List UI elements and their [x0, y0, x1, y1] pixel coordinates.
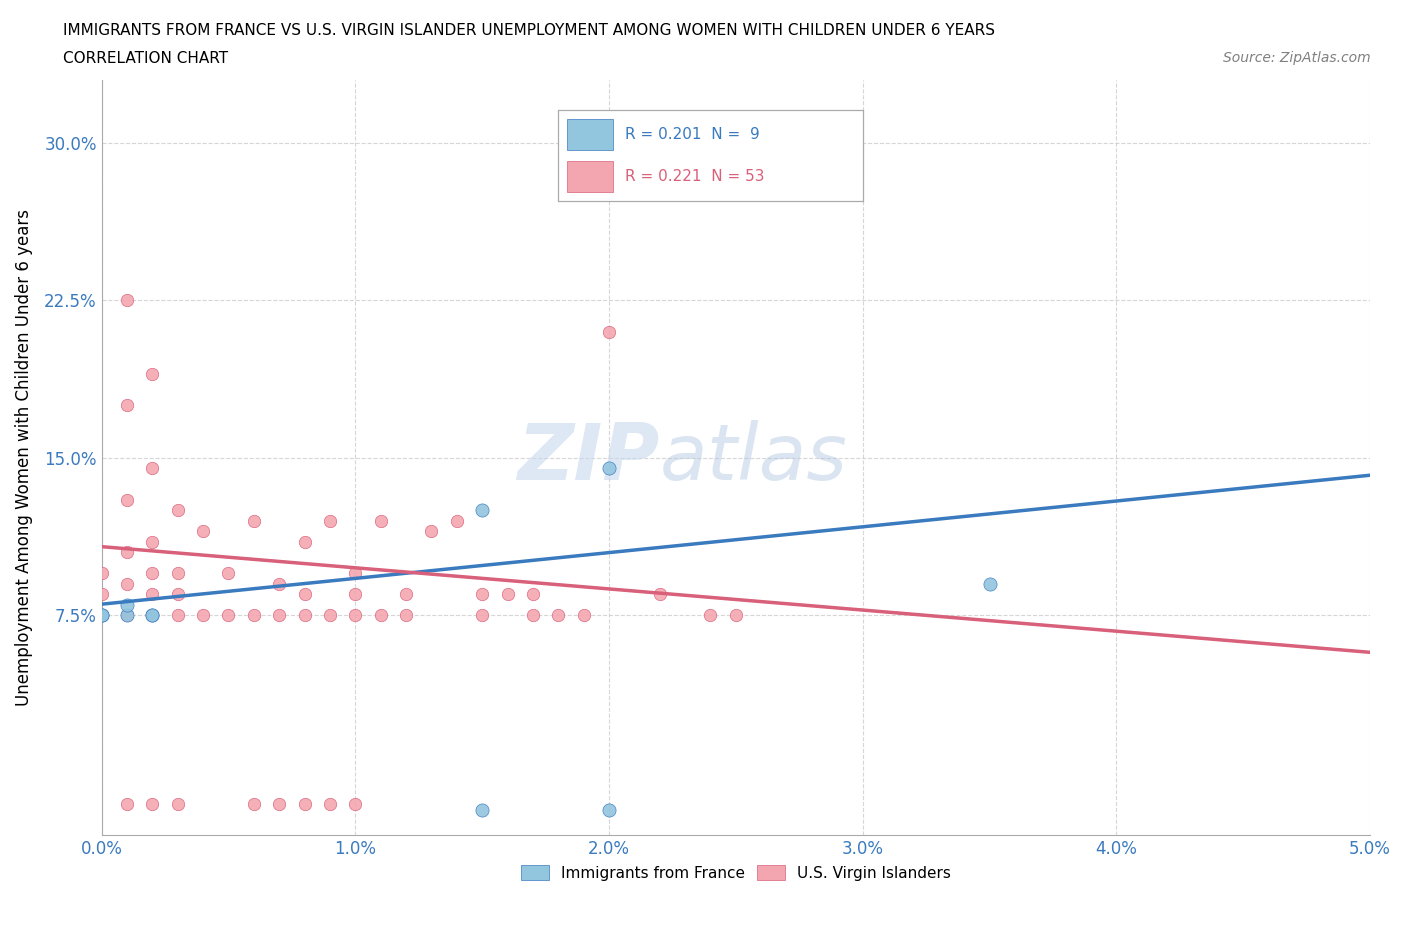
Point [90, 587, 112, 602]
Point [269, 607, 291, 622]
Point [471, 587, 494, 602]
Point [141, 607, 163, 622]
Point [319, 607, 342, 622]
Text: CORRELATION CHART: CORRELATION CHART [63, 51, 228, 66]
Point [166, 587, 188, 602]
Point [598, 325, 620, 339]
Text: ZIP: ZIP [517, 419, 659, 496]
Text: Source: ZipAtlas.com: Source: ZipAtlas.com [1223, 51, 1371, 65]
Point [243, 513, 266, 528]
Point [344, 565, 367, 580]
Point [370, 607, 392, 622]
Point [496, 587, 519, 602]
Point [522, 607, 544, 622]
Point [141, 366, 163, 381]
Point [979, 576, 1001, 591]
Point [294, 607, 316, 622]
Point [115, 545, 138, 560]
Point [344, 796, 367, 811]
Point [724, 607, 747, 622]
Point [598, 460, 620, 475]
Point [90, 607, 112, 622]
Point [166, 503, 188, 518]
Point [598, 803, 620, 817]
Point [166, 607, 188, 622]
Point [217, 565, 239, 580]
Point [699, 607, 721, 622]
Point [344, 587, 367, 602]
Point [572, 607, 595, 622]
Point [141, 607, 163, 622]
Point [319, 513, 342, 528]
Point [115, 576, 138, 591]
Point [141, 534, 163, 549]
Point [191, 607, 214, 622]
Point [269, 796, 291, 811]
Legend: Immigrants from France, U.S. Virgin Islanders: Immigrants from France, U.S. Virgin Isla… [522, 865, 950, 881]
Point [471, 607, 494, 622]
Point [243, 796, 266, 811]
Point [319, 796, 342, 811]
Point [141, 460, 163, 475]
Point [420, 524, 443, 538]
Point [90, 607, 112, 622]
Point [648, 587, 671, 602]
Point [395, 587, 418, 602]
Point [115, 607, 138, 622]
Point [217, 607, 239, 622]
Point [115, 293, 138, 308]
Point [191, 524, 214, 538]
Point [294, 587, 316, 602]
Point [141, 796, 163, 811]
Point [471, 803, 494, 817]
Point [115, 607, 138, 622]
Point [115, 796, 138, 811]
Point [115, 398, 138, 413]
Point [115, 597, 138, 612]
Point [269, 576, 291, 591]
Point [90, 607, 112, 622]
Point [141, 587, 163, 602]
Point [294, 796, 316, 811]
Y-axis label: Unemployment Among Women with Children Under 6 years: Unemployment Among Women with Children U… [15, 209, 32, 706]
Point [115, 492, 138, 507]
Point [243, 607, 266, 622]
Point [294, 534, 316, 549]
Point [166, 565, 188, 580]
Point [446, 513, 468, 528]
Point [370, 513, 392, 528]
Point [522, 587, 544, 602]
Point [166, 796, 188, 811]
Point [344, 607, 367, 622]
Point [471, 503, 494, 518]
Point [395, 607, 418, 622]
Text: IMMIGRANTS FROM FRANCE VS U.S. VIRGIN ISLANDER UNEMPLOYMENT AMONG WOMEN WITH CHI: IMMIGRANTS FROM FRANCE VS U.S. VIRGIN IS… [63, 23, 995, 38]
Point [141, 607, 163, 622]
Point [547, 607, 569, 622]
Point [141, 565, 163, 580]
Text: atlas: atlas [659, 419, 848, 496]
Point [90, 565, 112, 580]
